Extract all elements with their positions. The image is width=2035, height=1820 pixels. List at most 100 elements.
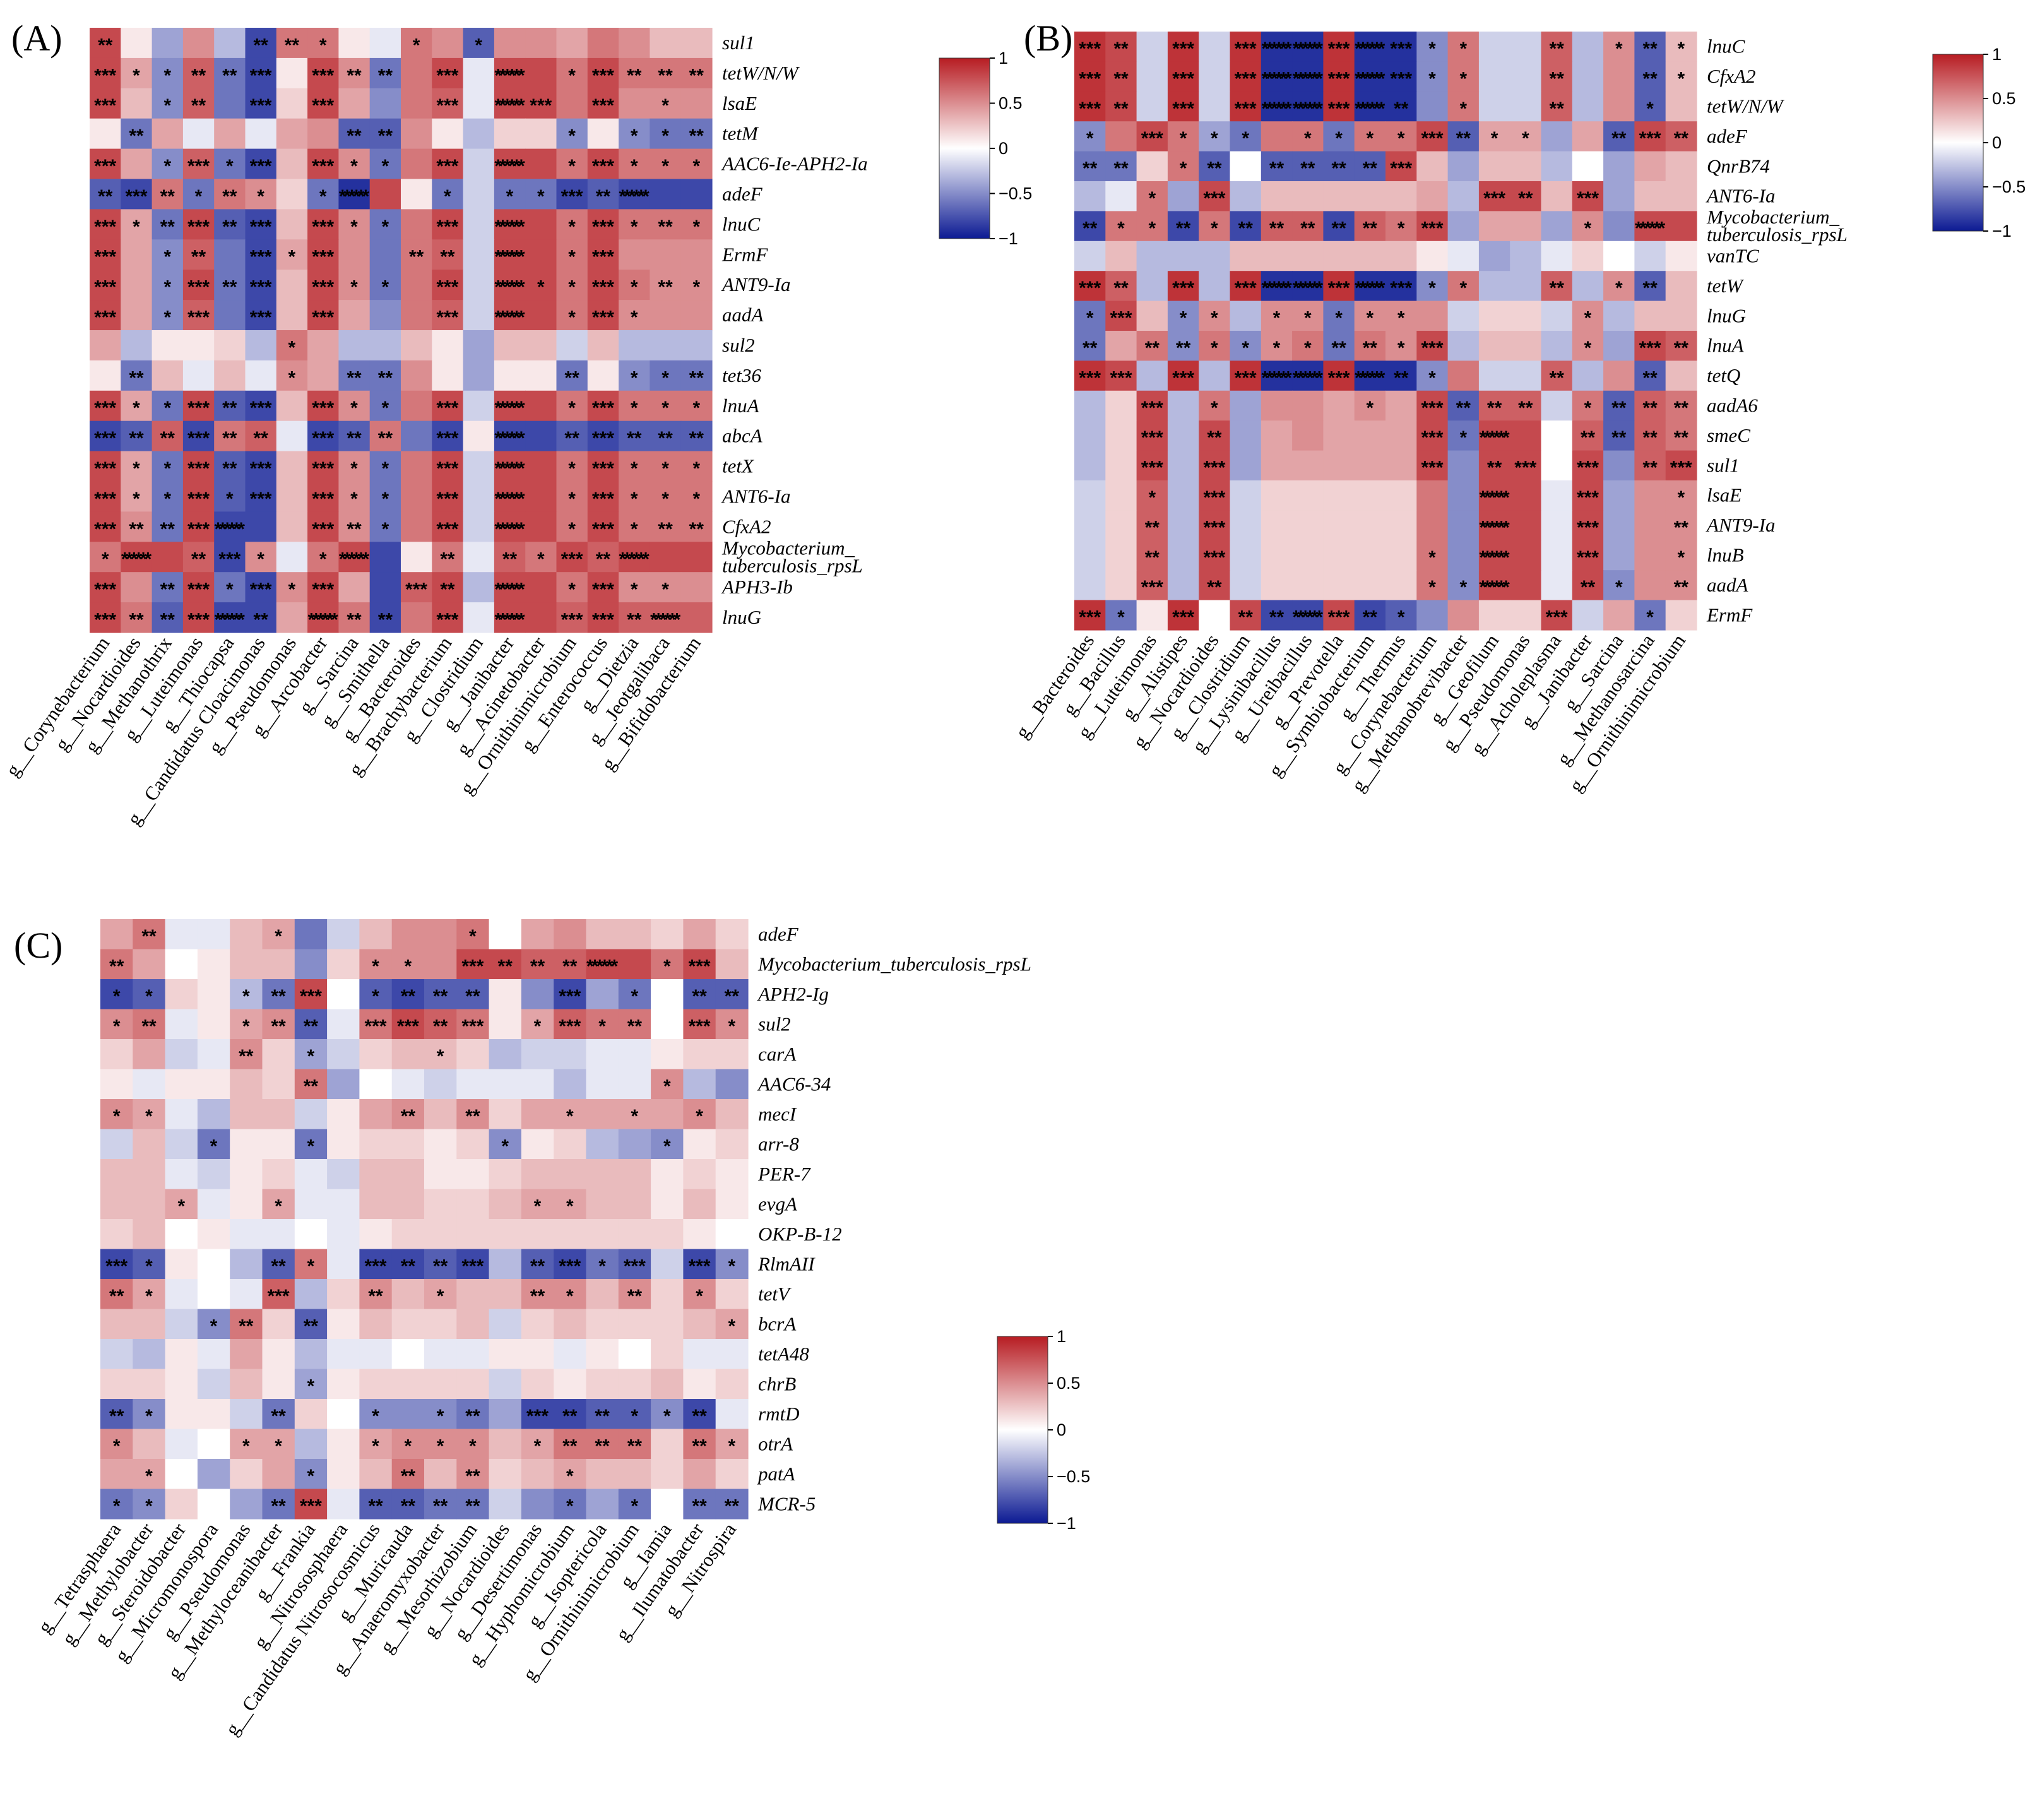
heatmap-cell — [1136, 450, 1168, 481]
heatmap-cell — [1665, 271, 1697, 302]
heatmap-cell — [494, 481, 526, 512]
heatmap-cell — [1603, 151, 1635, 182]
heatmap-cell — [619, 542, 650, 573]
heatmap-cell — [1665, 61, 1697, 92]
significance-stars: * — [1428, 577, 1436, 598]
significance-stars: * — [728, 1256, 735, 1277]
significance-stars: *** — [1390, 68, 1412, 89]
significance-stars: ** — [440, 580, 455, 600]
significance-stars: * — [133, 65, 140, 86]
heatmap-cell — [401, 360, 432, 391]
heatmap-cell — [586, 1399, 619, 1430]
heatmap-cell — [424, 1489, 457, 1520]
significance-stars: *** — [312, 65, 334, 86]
significance-stars: ** — [160, 186, 175, 207]
heatmap-cell — [359, 1009, 393, 1040]
heatmap-cell — [1292, 271, 1324, 302]
heatmap-cell — [1199, 211, 1231, 242]
significance-stars: *** — [1421, 218, 1443, 239]
row-label: rmtD — [758, 1403, 799, 1425]
heatmap-cell — [307, 542, 339, 573]
heatmap-cell — [401, 300, 432, 331]
significance-stars: *** — [1328, 39, 1350, 59]
heatmap-cell — [359, 1039, 393, 1070]
heatmap-cell — [230, 1369, 263, 1400]
heatmap-cell — [245, 270, 277, 300]
heatmap-cell — [525, 330, 557, 361]
significance-stars: * — [163, 65, 171, 86]
heatmap-cell — [586, 1279, 619, 1310]
heatmap-cell — [1447, 181, 1480, 211]
heatmap-cell — [359, 1399, 393, 1430]
significance-stars: ** — [109, 1406, 124, 1427]
row-label: lnuC — [722, 213, 761, 235]
heatmap-cell — [1541, 271, 1573, 302]
significance-stars: *** — [436, 217, 458, 237]
heatmap-cell — [338, 511, 371, 542]
color-scale-tick-label: 1 — [1057, 1327, 1066, 1346]
heatmap-cell — [618, 979, 651, 1010]
significance-stars: ****** — [215, 610, 246, 631]
heatmap-cell — [276, 148, 308, 180]
heatmap-cell — [133, 1429, 166, 1460]
heatmap-cell — [1074, 540, 1106, 571]
heatmap-cell — [165, 1399, 198, 1430]
heatmap-cell — [556, 390, 588, 422]
heatmap-cell — [1385, 271, 1417, 302]
heatmap-cell — [715, 1369, 749, 1400]
heatmap-cell — [715, 1039, 749, 1070]
significance-stars: ****** — [494, 217, 525, 237]
significance-stars: *** — [94, 217, 116, 237]
significance-stars: ** — [530, 956, 545, 977]
heatmap-cell — [245, 511, 277, 542]
row-label: ErmF — [1706, 604, 1753, 626]
heatmap-cell — [1510, 151, 1542, 182]
significance-stars: *** — [312, 519, 334, 540]
significance-stars: ** — [658, 428, 673, 449]
heatmap-cell — [1447, 390, 1480, 421]
significance-stars: ** — [725, 1496, 740, 1517]
significance-stars: ****** — [494, 398, 525, 419]
significance-stars: ** — [271, 1256, 286, 1277]
significance-stars: * — [1615, 39, 1623, 59]
heatmap-cell — [1230, 241, 1262, 271]
heatmap-cell — [133, 1159, 166, 1190]
heatmap-cell — [151, 239, 184, 270]
heatmap-cell — [327, 1279, 360, 1310]
significance-stars: * — [372, 986, 379, 1007]
heatmap-cell — [432, 542, 464, 573]
heatmap-cell — [1354, 61, 1386, 92]
significance-stars: * — [631, 519, 638, 540]
heatmap-cell — [307, 572, 339, 603]
heatmap-cell — [276, 511, 308, 542]
heatmap-cell — [556, 118, 588, 150]
heatmap-cell — [262, 1039, 295, 1070]
heatmap-cell — [432, 481, 464, 512]
heatmap-cell — [1416, 181, 1449, 211]
heatmap-cell — [556, 542, 588, 573]
heatmap-cell — [554, 1159, 587, 1190]
heatmap-cell — [650, 179, 682, 210]
significance-stars: * — [631, 126, 638, 146]
heatmap-cell — [1167, 32, 1199, 62]
significance-stars: ****** — [1293, 278, 1324, 299]
significance-stars: *** — [592, 428, 614, 449]
heatmap-cell — [463, 420, 495, 452]
heatmap-cell — [307, 420, 339, 452]
significance-stars: ** — [564, 428, 579, 449]
heatmap-cell — [683, 1189, 716, 1220]
significance-stars: ** — [271, 986, 286, 1007]
significance-stars: ** — [1674, 398, 1689, 419]
significance-stars: * — [1615, 278, 1623, 299]
color-scale-tick-label: −1 — [1992, 222, 2012, 241]
heatmap-cell — [133, 1219, 166, 1250]
heatmap-cell — [1572, 480, 1604, 511]
heatmap-cell — [262, 979, 295, 1010]
heatmap-cell — [359, 1249, 393, 1280]
row-label: sul2 — [758, 1013, 791, 1035]
heatmap-cell — [1572, 151, 1604, 182]
heatmap-cell — [1105, 61, 1137, 92]
significance-stars: ** — [378, 428, 393, 449]
heatmap-cell — [680, 420, 713, 452]
heatmap-cell — [307, 28, 339, 59]
